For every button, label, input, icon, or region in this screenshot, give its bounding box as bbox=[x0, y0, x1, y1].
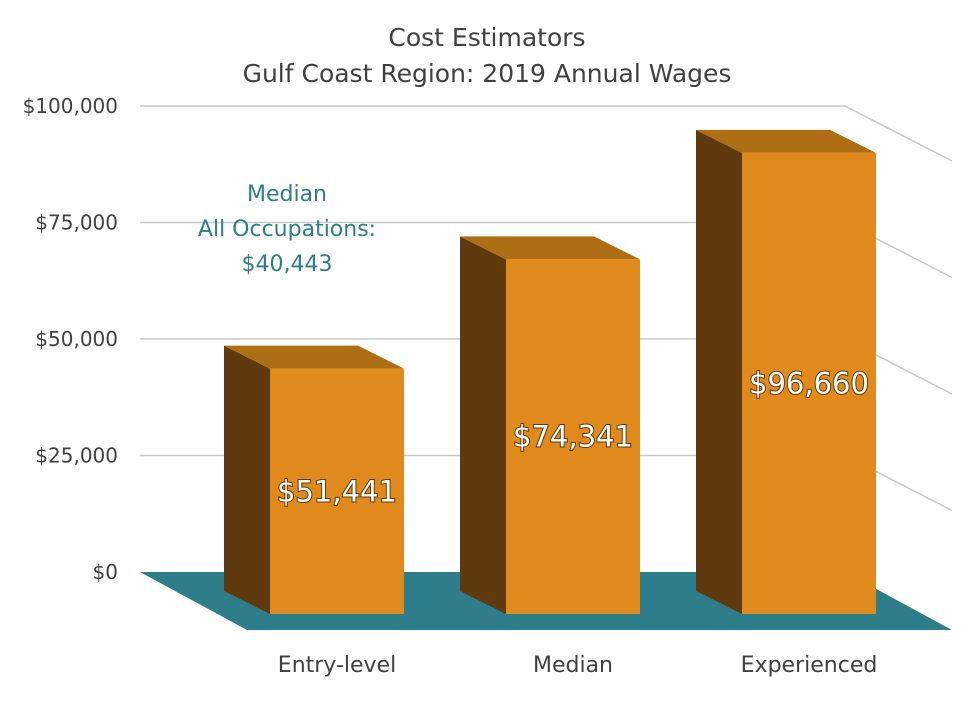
bar-top-face bbox=[696, 129, 876, 153]
bar-experienced: $96,660 bbox=[696, 129, 876, 614]
bar-front-face bbox=[270, 368, 404, 614]
x-axis: Entry-level Median Experienced bbox=[278, 653, 878, 678]
y-tick-label: $0 bbox=[93, 560, 118, 584]
bar-front-face bbox=[742, 152, 876, 614]
x-tick-label: Experienced bbox=[741, 653, 878, 678]
chart-subtitle: Gulf Coast Region: 2019 Annual Wages bbox=[243, 59, 732, 88]
bar-side-face bbox=[224, 345, 270, 614]
bar-value-label: $96,660 bbox=[749, 366, 869, 400]
bar-value-label: $51,441 bbox=[277, 474, 397, 508]
bar-front-face bbox=[506, 259, 640, 614]
bar-top-face bbox=[224, 345, 404, 369]
y-tick-label: $75,000 bbox=[35, 211, 118, 235]
median-annotation: Median All Occupations: $40,443 bbox=[198, 182, 376, 277]
bar-value-label: $74,341 bbox=[513, 420, 633, 454]
y-tick-label: $100,000 bbox=[23, 94, 118, 118]
x-tick-label: Median bbox=[533, 653, 613, 678]
bar-median: $74,341 bbox=[460, 236, 640, 614]
bar-side-face bbox=[460, 236, 506, 614]
bar-entry-level: $51,441 bbox=[224, 345, 404, 614]
x-tick-label: Entry-level bbox=[278, 653, 396, 678]
y-axis: $0 $25,000 $50,000 $75,000 $100,000 bbox=[23, 94, 118, 584]
gridline-side bbox=[844, 105, 953, 162]
annotation-line-2: All Occupations: bbox=[198, 217, 376, 242]
bar-top-face bbox=[460, 236, 640, 260]
y-tick-label: $50,000 bbox=[35, 327, 118, 351]
chart-title: Cost Estimators bbox=[388, 23, 585, 52]
bars: $51,441 $74,341 $96,660 bbox=[224, 129, 876, 614]
annotation-line-1: Median bbox=[247, 182, 327, 207]
annotation-line-3: $40,443 bbox=[242, 252, 333, 277]
y-tick-label: $25,000 bbox=[35, 444, 118, 468]
bar-side-face bbox=[696, 129, 742, 614]
